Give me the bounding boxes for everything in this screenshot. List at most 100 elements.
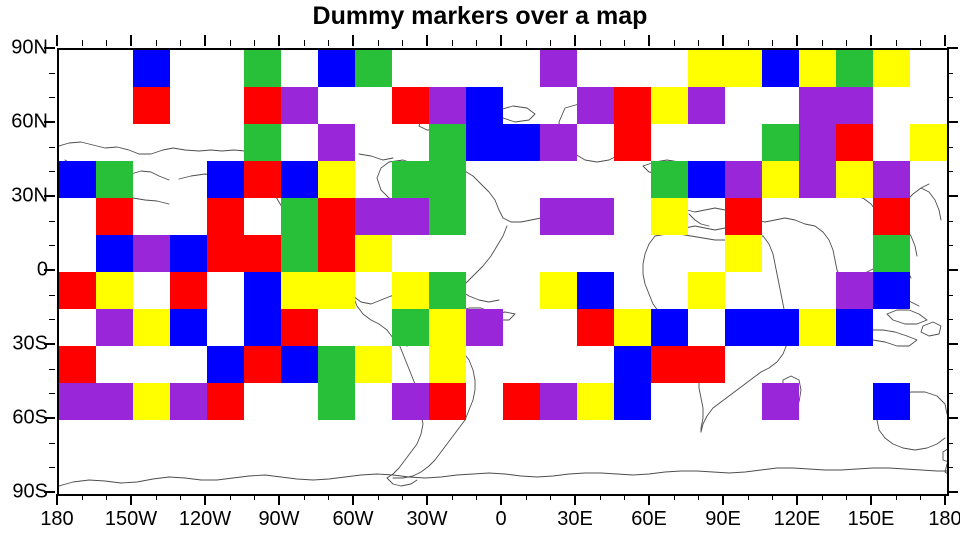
marker-cell: [96, 383, 133, 420]
x-minor-tick-top: [106, 40, 108, 46]
marker-cell: [614, 124, 651, 161]
chart-title: Dummy markers over a map: [312, 2, 648, 30]
x-minor-tick-top: [920, 40, 922, 46]
y-major-tick-right: [947, 417, 958, 419]
x-major-tick-top: [352, 35, 354, 46]
y-minor-tick-right: [947, 368, 953, 370]
marker-cell: [762, 50, 799, 87]
y-major-tick-right: [947, 491, 958, 493]
x-major-tick-top: [204, 35, 206, 46]
y-tick-label: 60N: [11, 110, 48, 133]
marker-cell: [318, 50, 355, 87]
marker-cell: [281, 272, 318, 309]
marker-cell: [873, 272, 910, 309]
x-minor-tick-top: [846, 40, 848, 46]
marker-cell: [133, 50, 170, 87]
marker-cell: [133, 309, 170, 346]
y-minor-tick: [49, 319, 55, 321]
x-tick-label: 60E: [631, 508, 667, 530]
x-minor-tick: [81, 494, 83, 500]
marker-cell: [244, 124, 281, 161]
marker-cell: [614, 346, 651, 383]
marker-cell: [836, 272, 873, 309]
x-major-tick-top: [574, 35, 576, 46]
x-tick-label: 90W: [258, 508, 300, 530]
x-minor-tick: [155, 494, 157, 500]
y-minor-tick: [49, 393, 55, 395]
y-minor-tick-right: [947, 245, 953, 247]
y-minor-tick: [49, 146, 55, 148]
x-minor-tick: [525, 494, 527, 500]
x-major-tick-top: [870, 35, 872, 46]
map-plot-inner: [59, 50, 947, 494]
x-minor-tick: [180, 494, 182, 500]
y-major-tick-right: [947, 195, 958, 197]
y-minor-tick-right: [947, 393, 953, 395]
marker-cell: [59, 346, 96, 383]
y-major-tick-right: [947, 343, 958, 345]
marker-cell: [688, 87, 725, 124]
x-tick-label: 0: [495, 508, 507, 530]
marker-cell: [429, 346, 466, 383]
x-major-tick-top: [426, 35, 428, 46]
marker-cell: [244, 235, 281, 272]
marker-cell: [207, 161, 244, 198]
marker-cell: [540, 124, 577, 161]
marker-cell: [207, 383, 244, 420]
marker-cell: [688, 272, 725, 309]
marker-cell: [207, 198, 244, 235]
map-plot-area[interactable]: [57, 48, 949, 496]
marker-cell: [725, 235, 762, 272]
marker-cell: [355, 50, 392, 87]
x-major-tick-top: [56, 35, 58, 46]
x-minor-tick-top: [229, 40, 231, 46]
marker-cell: [244, 50, 281, 87]
marker-cell: [318, 383, 355, 420]
marker-cell: [688, 346, 725, 383]
marker-cell: [577, 272, 614, 309]
y-minor-tick-right: [947, 171, 953, 173]
y-minor-tick-right: [947, 220, 953, 222]
marker-cell: [318, 161, 355, 198]
x-tick-label: 90E: [705, 508, 741, 530]
marker-cell: [688, 50, 725, 87]
marker-cell: [651, 346, 688, 383]
y-minor-tick: [49, 220, 55, 222]
marker-cell: [170, 383, 207, 420]
marker-cell: [836, 87, 873, 124]
marker-cell: [244, 87, 281, 124]
marker-cell: [540, 198, 577, 235]
x-minor-tick: [747, 494, 749, 500]
y-major-tick: [44, 195, 55, 197]
marker-cell: [133, 87, 170, 124]
x-minor-tick: [476, 494, 478, 500]
marker-cell: [133, 383, 170, 420]
marker-cell: [651, 87, 688, 124]
marker-cell: [318, 272, 355, 309]
marker-cell: [96, 161, 133, 198]
marker-cell: [577, 383, 614, 420]
marker-cell: [318, 235, 355, 272]
x-minor-tick-top: [254, 40, 256, 46]
marker-cell: [318, 198, 355, 235]
y-minor-tick-right: [947, 467, 953, 469]
marker-cell: [725, 161, 762, 198]
x-minor-tick-top: [624, 40, 626, 46]
y-major-tick-right: [947, 121, 958, 123]
marker-cell: [540, 383, 577, 420]
marker-cell: [577, 198, 614, 235]
x-minor-tick-top: [772, 40, 774, 46]
marker-cell: [392, 383, 429, 420]
marker-cell: [762, 124, 799, 161]
x-major-tick: [352, 494, 354, 505]
y-minor-tick: [49, 368, 55, 370]
x-minor-tick: [821, 494, 823, 500]
x-minor-tick: [303, 494, 305, 500]
marker-cell: [281, 309, 318, 346]
marker-cell: [392, 87, 429, 124]
y-tick-label: 60S: [12, 406, 48, 429]
x-tick-label: 150E: [847, 508, 895, 530]
x-major-tick: [870, 494, 872, 505]
x-minor-tick: [254, 494, 256, 500]
x-major-tick-top: [130, 35, 132, 46]
